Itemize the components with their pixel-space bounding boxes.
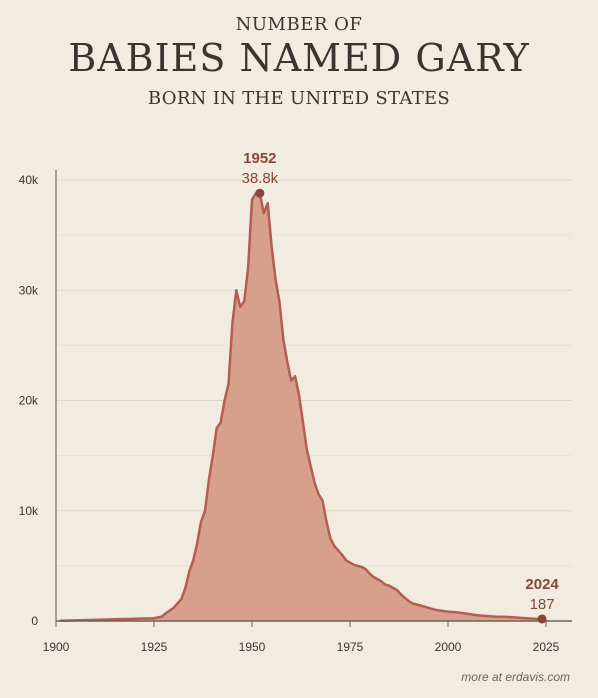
annotation-value: 38.8k	[241, 170, 278, 187]
chart-subtitle: BORN IN THE UNITED STATES	[147, 88, 451, 109]
x-tick-label: 2025	[533, 640, 560, 654]
y-tick-label: 30k	[19, 283, 39, 297]
x-tick-label: 1900	[43, 640, 70, 654]
x-tick-label: 2000	[435, 640, 462, 654]
annotation-point	[537, 614, 547, 624]
y-tick-label: 0	[31, 614, 38, 628]
series-area	[59, 193, 543, 621]
annotation-year: 2024	[525, 576, 559, 593]
series-line	[59, 191, 543, 622]
x-tick-label: 1975	[337, 640, 364, 654]
x-tick-label: 1950	[239, 640, 266, 654]
annotation-value: 187	[530, 596, 555, 613]
y-tick-label: 20k	[19, 394, 39, 408]
annotation-point	[255, 188, 265, 198]
title-prefix: NUMBER OF	[235, 14, 363, 35]
chart-title: BABIES NAMED GARY	[68, 36, 530, 80]
y-tick-label: 10k	[19, 504, 39, 518]
annotation-year: 1952	[243, 150, 276, 167]
y-tick-label: 40k	[19, 173, 39, 187]
credit-text: more at erdavis.com	[461, 670, 570, 684]
x-tick-label: 1925	[141, 640, 168, 654]
